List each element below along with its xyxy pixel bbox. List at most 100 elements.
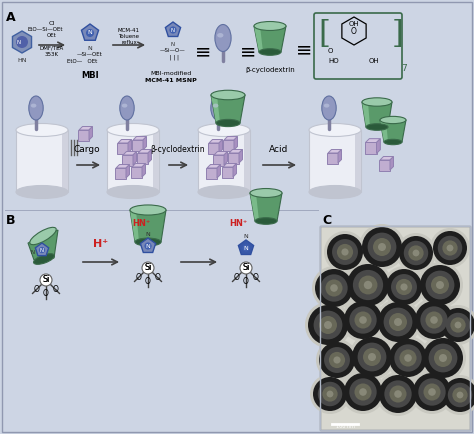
Circle shape — [314, 311, 342, 339]
Circle shape — [448, 383, 472, 407]
Circle shape — [362, 227, 402, 267]
Ellipse shape — [211, 90, 245, 100]
Circle shape — [413, 373, 451, 411]
Circle shape — [324, 321, 332, 329]
Polygon shape — [128, 139, 131, 153]
Text: N: N — [171, 27, 175, 33]
Circle shape — [315, 269, 353, 307]
Polygon shape — [165, 22, 181, 36]
FancyBboxPatch shape — [209, 142, 219, 154]
Circle shape — [378, 302, 418, 342]
FancyBboxPatch shape — [107, 130, 159, 192]
Circle shape — [386, 336, 430, 380]
Circle shape — [341, 298, 385, 342]
Text: O: O — [53, 286, 59, 294]
Circle shape — [440, 375, 474, 415]
Circle shape — [344, 261, 392, 309]
Ellipse shape — [384, 139, 402, 145]
Circle shape — [438, 236, 462, 260]
Circle shape — [145, 243, 152, 250]
Ellipse shape — [254, 22, 286, 30]
Ellipse shape — [255, 218, 277, 224]
Text: ≡: ≡ — [240, 43, 256, 62]
Circle shape — [341, 370, 385, 414]
Circle shape — [320, 274, 348, 302]
Text: O: O — [253, 273, 259, 283]
Circle shape — [404, 241, 428, 265]
Circle shape — [391, 274, 417, 300]
Circle shape — [373, 238, 391, 256]
FancyBboxPatch shape — [309, 130, 361, 192]
Polygon shape — [239, 149, 243, 163]
Text: O: O — [135, 273, 141, 283]
Circle shape — [341, 248, 348, 256]
Circle shape — [352, 337, 392, 377]
Circle shape — [426, 271, 455, 299]
Ellipse shape — [130, 205, 166, 215]
Polygon shape — [126, 164, 129, 178]
Ellipse shape — [30, 227, 56, 245]
Text: —Si—O—: —Si—O— — [160, 48, 186, 53]
Ellipse shape — [366, 124, 388, 130]
Polygon shape — [130, 210, 139, 242]
Circle shape — [375, 299, 421, 345]
Text: N: N — [171, 42, 175, 47]
Ellipse shape — [107, 124, 159, 137]
Text: HN: HN — [17, 58, 27, 63]
Circle shape — [319, 342, 355, 378]
Text: O: O — [145, 277, 151, 286]
Circle shape — [240, 262, 252, 274]
Circle shape — [319, 316, 337, 334]
Circle shape — [428, 344, 457, 372]
Circle shape — [400, 349, 417, 367]
Polygon shape — [82, 24, 99, 40]
Circle shape — [404, 354, 412, 362]
Polygon shape — [219, 139, 222, 153]
Circle shape — [384, 380, 412, 408]
Text: MCM-41 MSNP: MCM-41 MSNP — [145, 78, 197, 83]
Polygon shape — [380, 157, 393, 160]
Polygon shape — [355, 130, 361, 192]
Circle shape — [308, 305, 348, 345]
Circle shape — [383, 266, 425, 308]
Text: N: N — [31, 250, 35, 256]
Text: N: N — [40, 247, 44, 253]
Circle shape — [379, 375, 417, 413]
Polygon shape — [233, 164, 237, 177]
Ellipse shape — [380, 116, 406, 124]
Text: Si: Si — [144, 263, 152, 273]
Circle shape — [390, 385, 407, 403]
FancyBboxPatch shape — [380, 160, 391, 171]
Text: N: N — [146, 233, 150, 237]
Polygon shape — [223, 164, 237, 167]
Circle shape — [349, 378, 377, 406]
Circle shape — [389, 313, 407, 331]
Text: Cargo: Cargo — [73, 145, 100, 154]
Ellipse shape — [122, 104, 128, 108]
Polygon shape — [238, 240, 254, 254]
Circle shape — [40, 274, 52, 286]
Ellipse shape — [215, 24, 231, 52]
Text: reflux: reflux — [121, 40, 137, 45]
Circle shape — [386, 269, 422, 305]
Circle shape — [417, 262, 463, 308]
Ellipse shape — [213, 104, 219, 108]
Circle shape — [355, 312, 372, 329]
Polygon shape — [133, 151, 137, 165]
Circle shape — [447, 245, 454, 251]
Circle shape — [332, 239, 358, 265]
Ellipse shape — [309, 124, 361, 137]
Circle shape — [433, 231, 467, 265]
Circle shape — [363, 348, 381, 366]
Text: 353K: 353K — [45, 52, 59, 57]
Circle shape — [431, 276, 449, 294]
Polygon shape — [380, 120, 406, 142]
Circle shape — [399, 236, 433, 270]
Text: O: O — [33, 286, 39, 294]
Text: O: O — [328, 48, 333, 54]
Polygon shape — [390, 157, 393, 170]
Polygon shape — [62, 130, 68, 192]
Circle shape — [446, 313, 470, 337]
Circle shape — [443, 378, 474, 412]
Text: Si: Si — [243, 263, 249, 273]
